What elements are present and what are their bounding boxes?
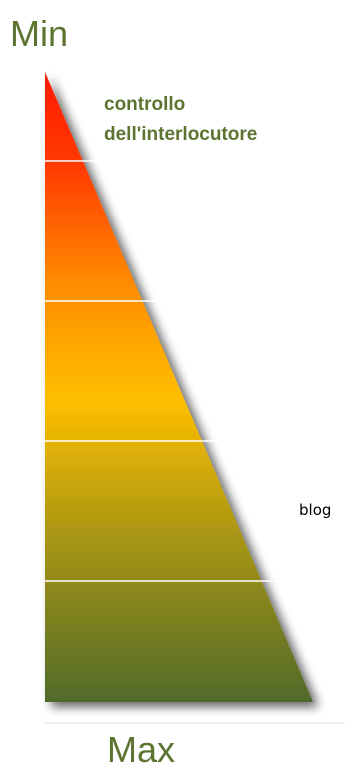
scale-min-label: Min xyxy=(10,13,69,54)
control-annotation: controllo dell'interlocutore xyxy=(104,90,257,150)
scale-max-label: Max xyxy=(107,729,176,770)
annotation-line-1: controllo xyxy=(104,94,186,115)
segment-dividers xyxy=(38,160,309,582)
blog-label: blog xyxy=(299,501,332,519)
triangle-shape xyxy=(45,72,313,702)
annotation-line-2: dell'interlocutore xyxy=(104,124,258,145)
